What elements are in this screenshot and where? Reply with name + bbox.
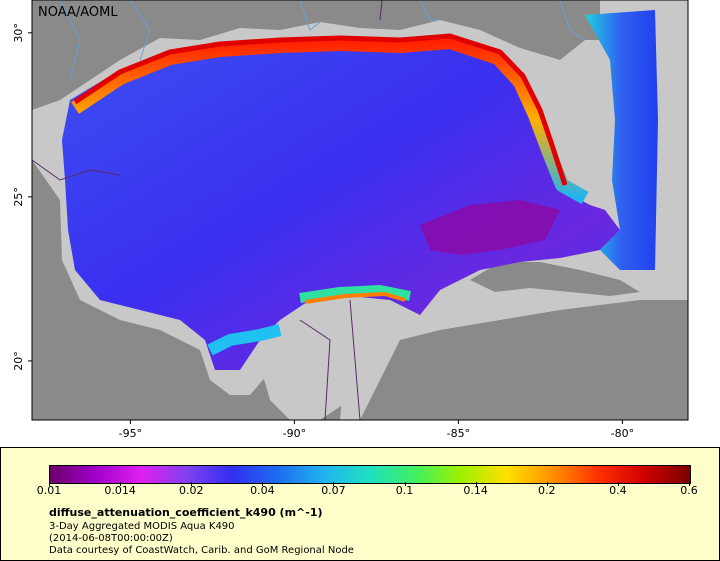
colorbar-tick-mark <box>333 482 335 486</box>
atlantic-water <box>585 10 658 270</box>
lat-tick-label: 20° <box>12 351 25 371</box>
central-america-land <box>360 300 688 420</box>
colorbar-tick-mark <box>475 482 477 486</box>
colorbar-tick-mark <box>617 482 619 486</box>
borders <box>31 0 383 421</box>
us-land <box>32 0 600 110</box>
colorbar-tick-mark <box>49 482 50 486</box>
cuba-land <box>470 262 640 296</box>
colorbar-tick-label: 0.6 <box>680 484 698 497</box>
yucatan-shelf-orange <box>304 291 406 304</box>
colorbar-tick-label: 0.014 <box>104 484 136 497</box>
map-border <box>31 0 689 421</box>
lat-tick-label: 30° <box>12 23 25 43</box>
colorbar-tick-label: 0.04 <box>250 484 275 497</box>
attribution-label: NOAA/AOML <box>38 5 118 20</box>
gulf-water <box>62 36 620 370</box>
purple-low-region <box>420 200 560 255</box>
lat-axis: 30° 25° 20° <box>12 23 32 371</box>
colorbar-tick-label: 0.14 <box>463 484 488 497</box>
colorbar-tick-mark <box>120 482 122 486</box>
map-canvas: NOAA/AOML 30° 25° 20° -95° -90° -85° -80° <box>12 0 689 440</box>
colorbar-tick-mark <box>546 482 548 486</box>
legend-credit: Data courtesy of CoastWatch, Carib. and … <box>49 545 354 556</box>
yucatan-land <box>250 288 400 420</box>
colorbar <box>49 465 691 484</box>
colorbar-tick-mark <box>404 482 406 486</box>
legend-panel: 0.01 0.014 0.02 0.04 0.07 0.1 0.14 0.2 0.4 0.6 di… <box>0 447 720 561</box>
lon-tick-label: -80° <box>611 427 634 440</box>
lat-tick-label: 25° <box>12 187 25 207</box>
colorbar-tick-label: 0.4 <box>609 484 627 497</box>
colorbar-tick-mark <box>191 482 193 486</box>
florida-land <box>520 40 612 200</box>
colorbar-tick-mark <box>262 482 264 486</box>
colorbar-tick-label: 0.07 <box>321 484 346 497</box>
legend-product: 3-Day Aggregated MODIS Aqua K490 <box>49 521 235 532</box>
rivers <box>59 0 586 81</box>
lon-tick-label: -95° <box>119 427 142 440</box>
colorbar-tick-mark <box>689 482 690 486</box>
colorbar-tick-label: 0.2 <box>538 484 556 497</box>
lon-tick-label: -85° <box>447 427 470 440</box>
mexico-land <box>32 160 350 420</box>
north-coast-band <box>71 35 589 205</box>
legend-title: diffuse_attenuation_coefficient_k490 (m^… <box>49 506 323 519</box>
legend-date: (2014-06-08T00:00:00Z) <box>49 533 173 544</box>
colorbar-tick-label: 0.01 <box>36 484 62 497</box>
lon-axis: -95° -90° -85° -80° <box>119 420 634 440</box>
campeche-band <box>207 324 282 356</box>
lon-tick-label: -90° <box>283 427 306 440</box>
colorbar-tick-label: 0.02 <box>178 484 204 497</box>
colorbar-tick-label: 0.1 <box>395 484 414 497</box>
north-coast-red <box>73 33 568 186</box>
yucatan-shelf-band <box>299 285 411 303</box>
